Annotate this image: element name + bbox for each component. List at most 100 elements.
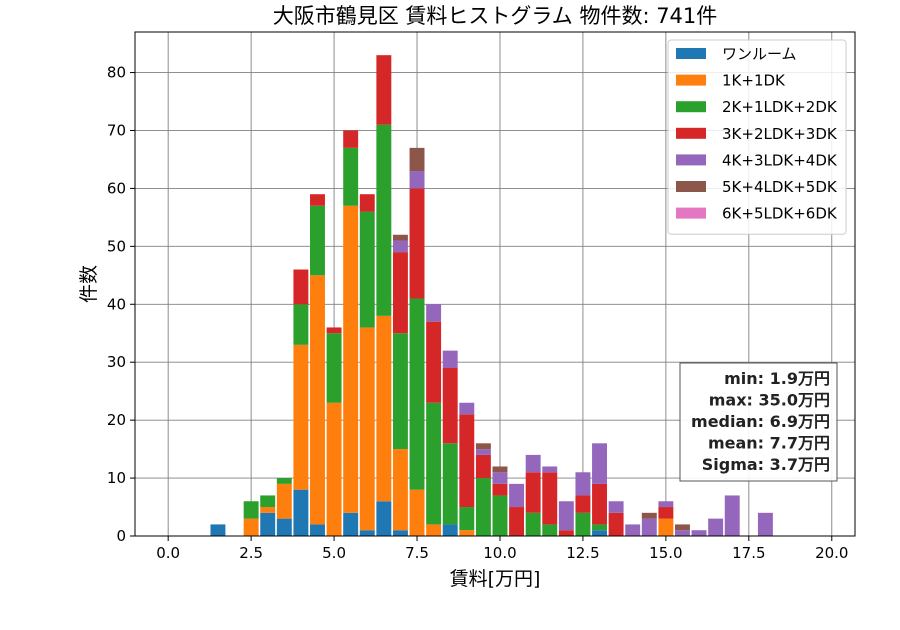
x-tick-label: 2.5	[239, 544, 263, 562]
x-tick-label: 10.0	[483, 544, 516, 562]
bar-segment	[675, 530, 690, 536]
legend-swatch	[676, 181, 706, 192]
bar-segment	[409, 188, 425, 299]
y-tick-label: 80	[107, 64, 126, 82]
bar-segment	[509, 483, 525, 508]
bar-segment	[359, 327, 375, 531]
bar-segment	[459, 414, 475, 508]
legend-swatch	[676, 127, 706, 139]
legend-swatch	[676, 74, 706, 86]
bar-segment	[243, 518, 259, 536]
stats-box: min: 1.9万円 max: 35.0万円 median: 6.9万円 mean: …	[679, 362, 838, 482]
bar-segment	[592, 443, 607, 484]
bar-segment	[409, 298, 425, 490]
legend-label: 6K+5LDK+6DK	[722, 205, 838, 223]
bar-segment	[492, 483, 508, 496]
y-tick-label: 60	[107, 179, 126, 197]
x-tick-label: 17.5	[732, 544, 765, 562]
bar-segment	[558, 501, 574, 531]
bar-segment	[575, 472, 591, 496]
bar-segment	[675, 524, 690, 531]
stats-frame	[679, 362, 838, 482]
bars-group	[210, 55, 773, 536]
legend-label: ワンルーム	[722, 45, 797, 63]
bar-segment	[509, 507, 525, 536]
bar-segment	[310, 524, 325, 536]
bar-segment	[376, 55, 392, 125]
bar-segment	[376, 315, 392, 502]
x-tick-label: 7.5	[405, 544, 429, 562]
bar-segment	[658, 501, 674, 508]
bar-segment	[426, 524, 442, 536]
bar-segment	[343, 130, 359, 148]
legend-label: 5K+4LDK+5DK	[722, 178, 838, 196]
bar-segment	[525, 472, 541, 513]
bar-segment	[475, 454, 491, 479]
stat-sigma: Sigma: 3.7万円	[702, 455, 830, 474]
x-tick-label: 0.0	[156, 544, 180, 562]
x-tick-label: 12.5	[566, 544, 599, 562]
plot-frame	[134, 31, 856, 537]
bar-segment	[243, 501, 259, 519]
y-tick-label: 50	[107, 237, 126, 255]
x-axis-ticks: 0.0 2.5 5.0 7.5 10.0 12.5 15.0 17.5 20.0	[156, 536, 848, 562]
bar-segment	[260, 495, 276, 508]
bar-segment	[708, 518, 724, 536]
legend-label: 2K+1LDK+2DK	[722, 98, 838, 116]
bar-segment	[409, 171, 425, 189]
legend-label: 3K+2LDK+3DK	[722, 125, 838, 143]
bar-segment	[575, 512, 591, 536]
legend-swatch	[676, 101, 706, 113]
bar-segment	[392, 252, 408, 334]
bar-segment	[442, 524, 458, 536]
bar-segment	[592, 524, 607, 531]
bar-segment	[343, 205, 359, 513]
bar-segment	[326, 327, 342, 334]
bar-segment	[542, 524, 558, 536]
bar-segment	[542, 466, 558, 473]
bar-segment	[276, 478, 292, 484]
bar-segment	[409, 489, 425, 536]
bar-segment	[691, 530, 707, 536]
bar-segment	[359, 530, 375, 536]
bar-segment	[658, 507, 674, 519]
bar-segment	[392, 333, 408, 450]
bar-segment	[459, 402, 475, 415]
bar-segment	[260, 512, 276, 536]
bar-segment	[724, 495, 740, 536]
chart-title: 大阪市鶴見区 賃料ヒストグラム 物件数: 741件	[273, 4, 718, 28]
bar-segment	[757, 512, 773, 536]
x-tick-label: 20.0	[815, 544, 848, 562]
bar-segment	[210, 524, 226, 536]
bar-segment	[658, 518, 674, 536]
bar-segment	[475, 478, 491, 536]
legend-label: 1K+1DK	[722, 72, 786, 90]
y-axis-label: 件数	[78, 265, 100, 303]
bar-segment	[392, 449, 408, 531]
legend-frame	[667, 39, 847, 235]
bar-segment	[276, 518, 292, 536]
bar-segment	[492, 495, 508, 536]
bar-segment	[310, 194, 325, 206]
bar-segment	[625, 524, 641, 536]
bar-segment	[442, 350, 458, 368]
bar-segment	[442, 443, 458, 525]
bar-segment	[326, 402, 342, 536]
stat-max: max: 35.0万円	[709, 391, 830, 410]
x-tick-label: 5.0	[322, 544, 346, 562]
bar-segment	[343, 147, 359, 206]
bar-segment	[459, 507, 475, 531]
x-tick-label: 15.0	[649, 544, 682, 562]
bar-segment	[409, 147, 425, 172]
bar-segment	[459, 530, 475, 536]
bar-segment	[641, 518, 657, 536]
bar-segment	[592, 483, 607, 525]
y-tick-label: 70	[107, 121, 126, 139]
bar-segment	[475, 449, 491, 455]
bar-segment	[359, 211, 375, 328]
bar-segment	[542, 472, 558, 525]
bar-segment	[293, 489, 309, 536]
bar-segment	[558, 530, 574, 536]
y-tick-label: 40	[107, 295, 126, 313]
legend-swatch	[676, 48, 706, 59]
